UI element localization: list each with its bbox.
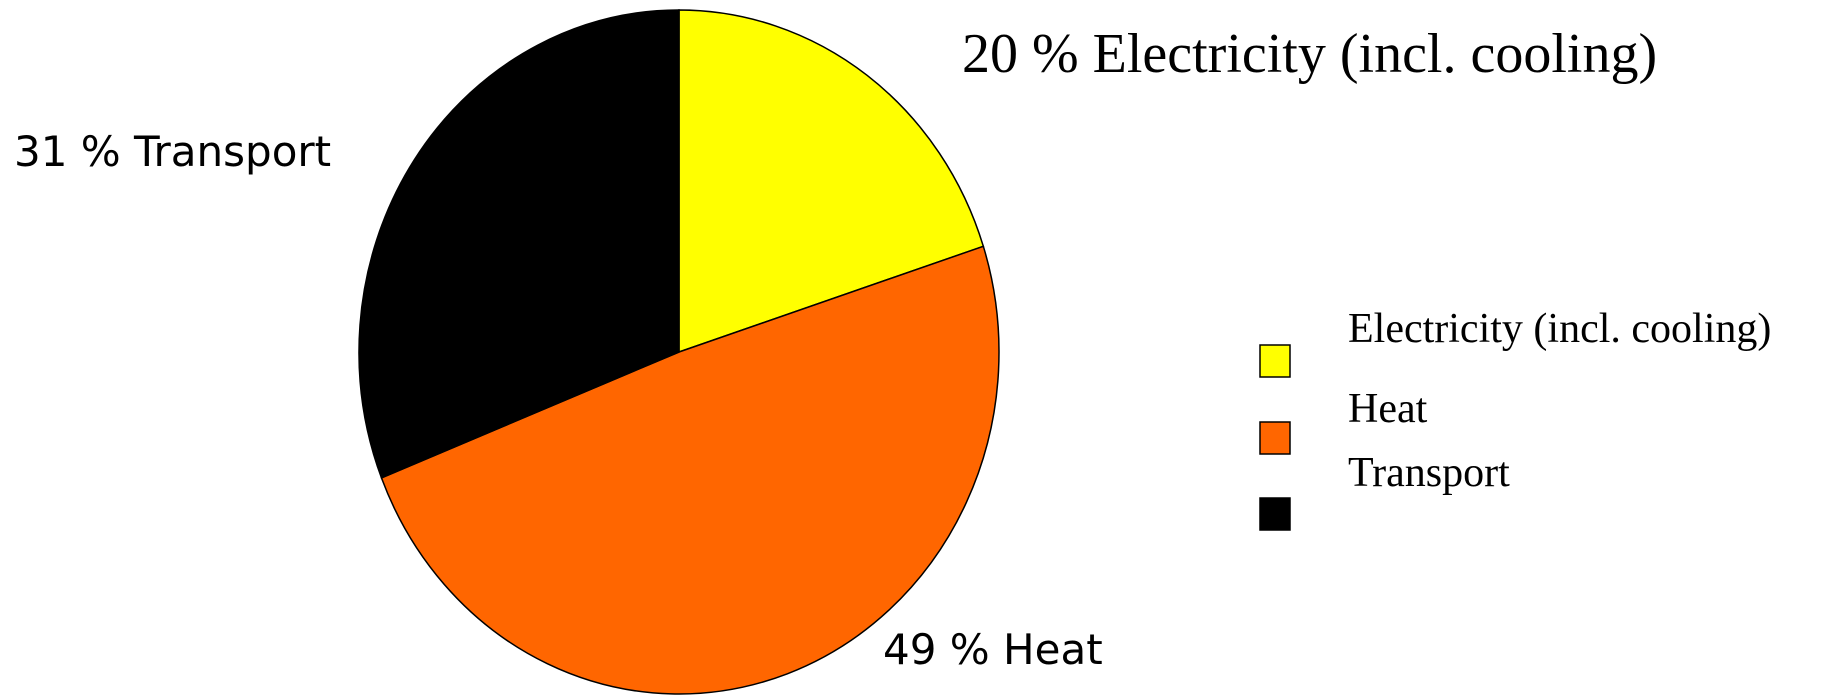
legend-swatch <box>1259 421 1291 455</box>
legend-swatch <box>1259 497 1291 531</box>
legend-label: Electricity (incl. cooling) <box>1348 306 1771 352</box>
legend-label: Transport <box>1348 450 1510 496</box>
pie-slice <box>358 9 680 479</box>
pie-slice <box>678 9 985 354</box>
pie-slice <box>380 245 1000 695</box>
data-label: 49 % Heat <box>883 625 1103 674</box>
legend-swatch <box>1259 344 1291 378</box>
legend-label: Heat <box>1348 386 1428 432</box>
data-label: 20 % Electricity (incl. cooling) <box>962 23 1657 85</box>
data-label: 31 % Transport <box>14 127 331 176</box>
